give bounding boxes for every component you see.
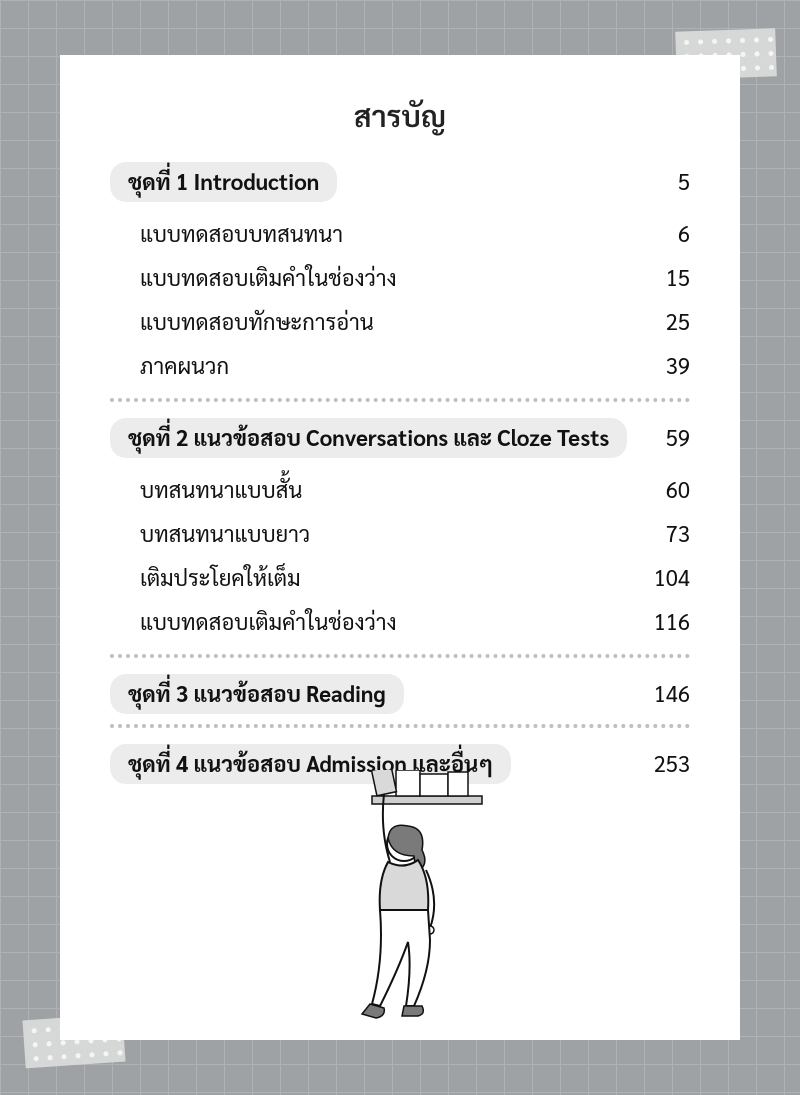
- toc-item-page: 60: [650, 476, 690, 504]
- toc-item: บทสนทนาแบบยาว 73: [110, 512, 690, 556]
- toc-section-page: 146: [650, 680, 690, 708]
- toc-item-page: 104: [650, 564, 690, 592]
- page-title: สารบัญ: [110, 95, 690, 134]
- page-card: สารบัญ ชุดที่ 1 Introduction 5 แบบทดสอบบ…: [60, 55, 740, 1040]
- toc-section-page: 5: [650, 168, 690, 196]
- section-divider: [110, 398, 690, 402]
- toc-section-header: ชุดที่ 1 Introduction 5: [110, 162, 690, 202]
- toc-item-label: แบบทดสอบเติมคำในช่องว่าง: [140, 264, 397, 292]
- section-divider: [110, 724, 690, 728]
- section-divider: [110, 654, 690, 658]
- toc-section-heading: ชุดที่ 3 แนวข้อสอบ Reading: [110, 674, 404, 714]
- reaching-person-icon: [280, 770, 520, 1030]
- toc-section-heading: ชุดที่ 2 แนวข้อสอบ Conversations และ Clo…: [110, 418, 627, 458]
- toc-item: แบบทดสอบทักษะการอ่าน 25: [110, 300, 690, 344]
- toc-item-label: เติมประโยคให้เต็ม: [140, 564, 301, 592]
- toc-item: แบบทดสอบเติมคำในช่องว่าง 116: [110, 600, 690, 644]
- toc-section: ชุดที่ 2 แนวข้อสอบ Conversations และ Clo…: [110, 418, 690, 644]
- toc-item: แบบทดสอบบทสนทนา 6: [110, 212, 690, 256]
- toc-item-label: แบบทดสอบทักษะการอ่าน: [140, 308, 374, 336]
- toc-item-label: แบบทดสอบบทสนทนา: [140, 220, 343, 248]
- toc-item-page: 73: [650, 520, 690, 548]
- toc-item: ภาคผนวก 39: [110, 344, 690, 388]
- toc-section-page: 59: [650, 424, 690, 452]
- toc-item-page: 116: [650, 608, 690, 636]
- toc-item-page: 6: [650, 220, 690, 248]
- toc-item-page: 25: [650, 308, 690, 336]
- toc-item-label: บทสนทนาแบบยาว: [140, 520, 310, 548]
- toc-item: บทสนทนาแบบสั้น 60: [110, 468, 690, 512]
- toc-item-label: แบบทดสอบเติมคำในช่องว่าง: [140, 608, 397, 636]
- toc-item: แบบทดสอบเติมคำในช่องว่าง 15: [110, 256, 690, 300]
- toc-item-label: ภาคผนวก: [140, 352, 229, 380]
- toc-section: ชุดที่ 1 Introduction 5 แบบทดสอบบทสนทนา …: [110, 162, 690, 388]
- toc-item-label: บทสนทนาแบบสั้น: [140, 476, 302, 504]
- toc-section: ชุดที่ 3 แนวข้อสอบ Reading 146: [110, 674, 690, 714]
- toc-section-heading: ชุดที่ 1 Introduction: [110, 162, 337, 202]
- toc-item-page: 39: [650, 352, 690, 380]
- toc-section-header: ชุดที่ 2 แนวข้อสอบ Conversations และ Clo…: [110, 418, 690, 458]
- toc-item: เติมประโยคให้เต็ม 104: [110, 556, 690, 600]
- toc-section-header: ชุดที่ 3 แนวข้อสอบ Reading 146: [110, 674, 690, 714]
- toc-item-page: 15: [650, 264, 690, 292]
- illustration: [60, 770, 740, 1030]
